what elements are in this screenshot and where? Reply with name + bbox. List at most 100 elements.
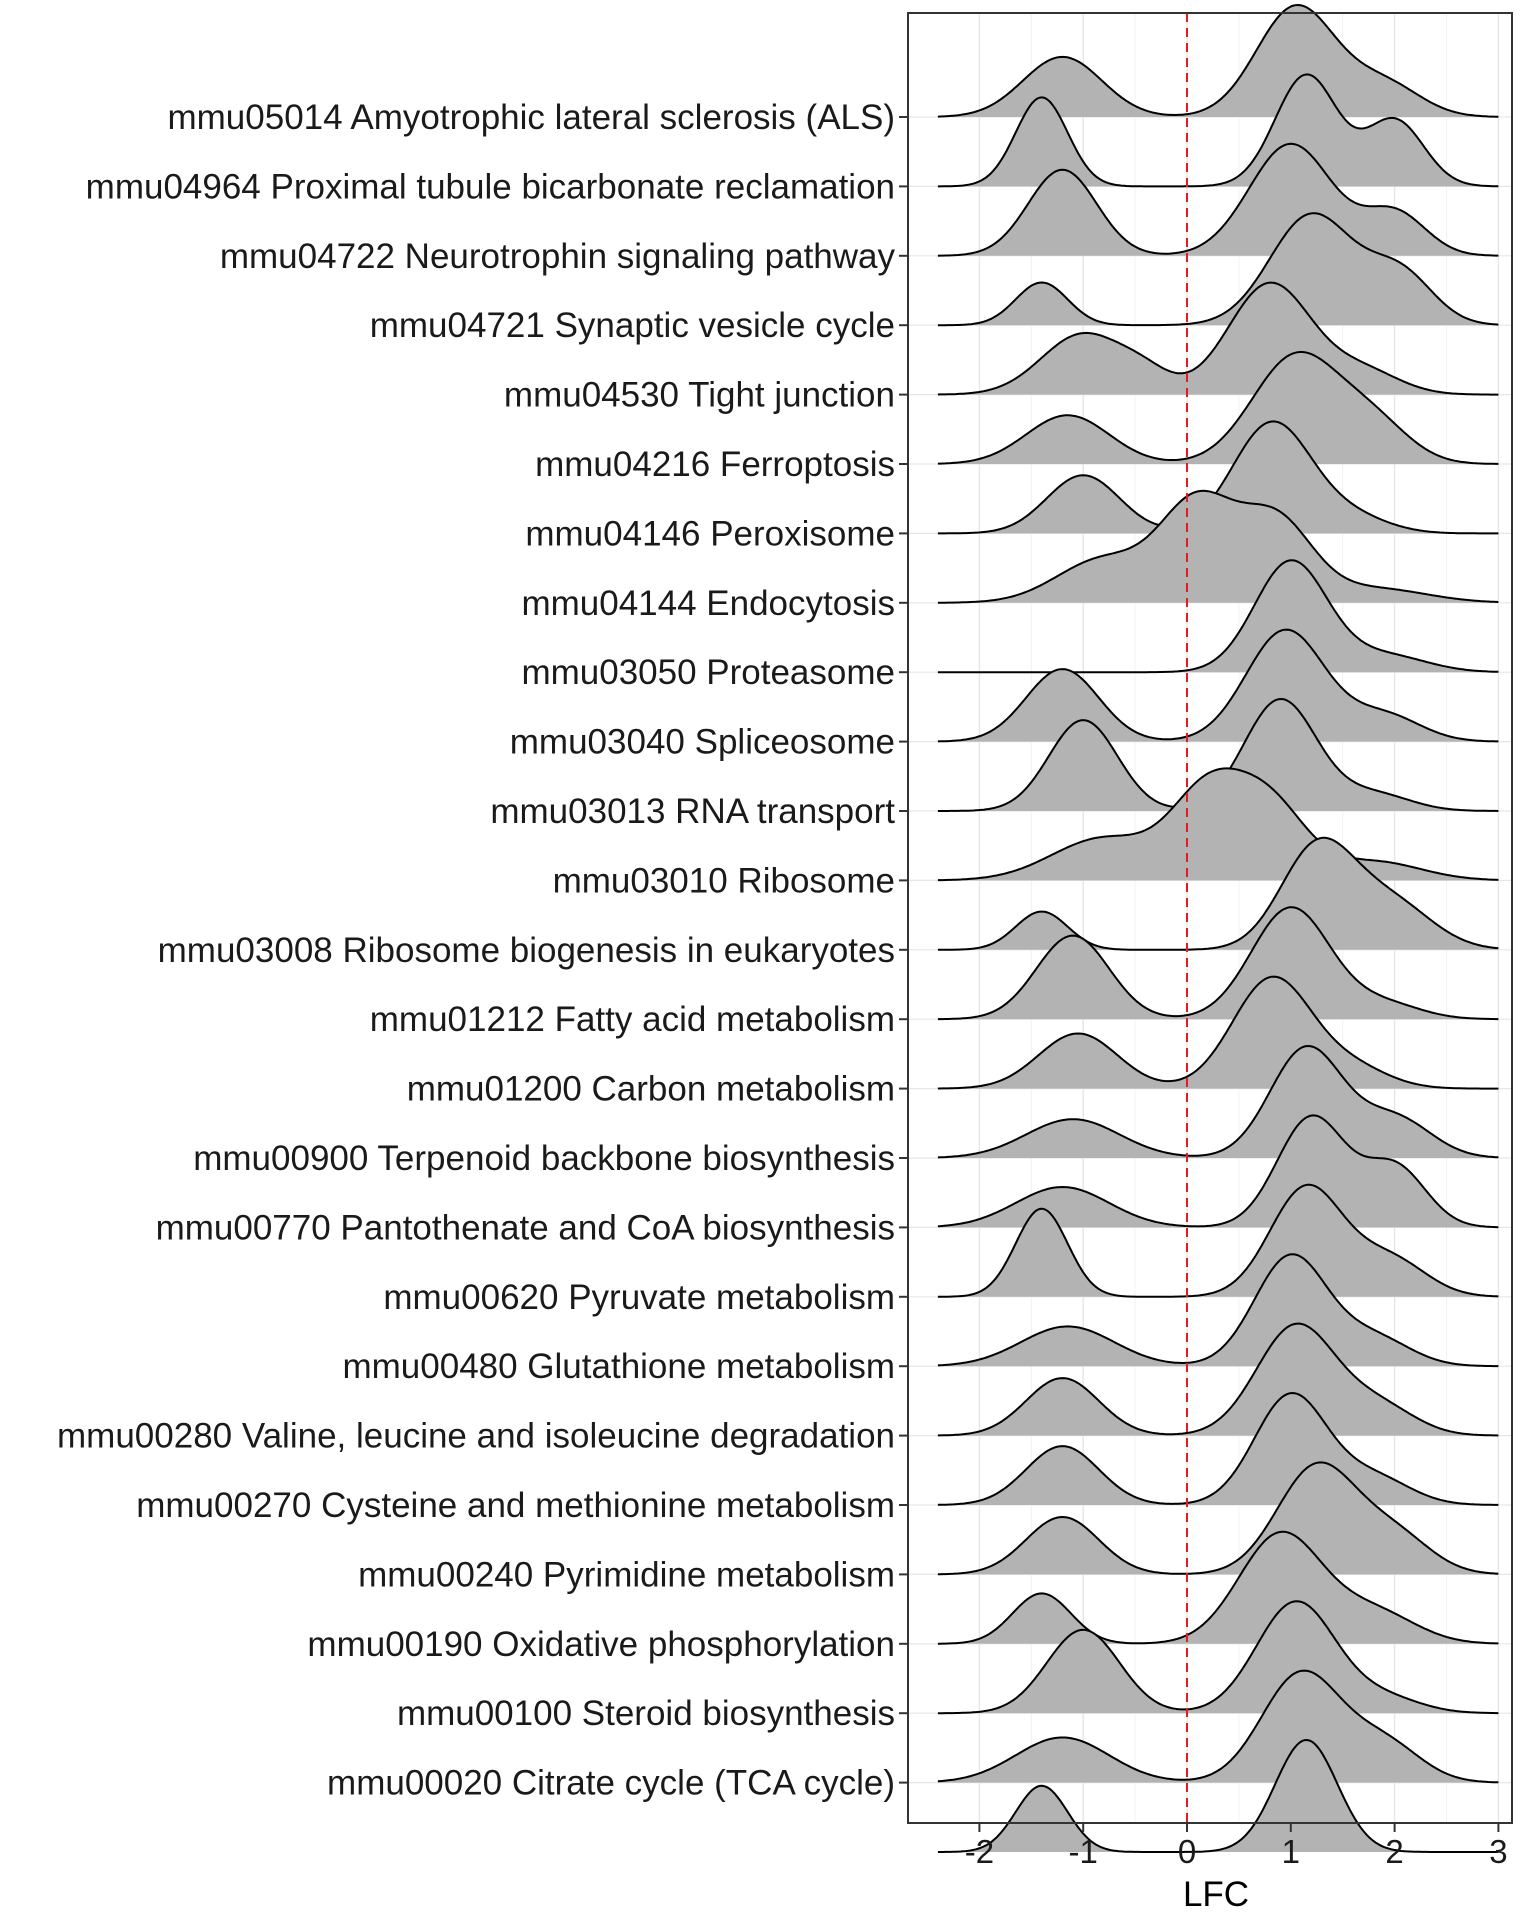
ridge-line xyxy=(937,1530,1499,1645)
ridge-fill xyxy=(937,837,1499,950)
y-tick-label: mmu00190 Oxidative phosphorylation xyxy=(307,1625,895,1664)
y-tick-label: mmu03050 Proteasome xyxy=(521,653,895,692)
ridge-11 xyxy=(937,767,1499,882)
x-tick-label: 1 xyxy=(1282,1833,1300,1870)
ridge-line xyxy=(937,212,1499,327)
y-tick-label: mmu03040 Spliceosome xyxy=(510,723,895,762)
ridge-line xyxy=(937,1669,1499,1784)
ridge-fill xyxy=(937,1254,1499,1367)
ridge-22 xyxy=(937,1530,1499,1645)
ridge-line xyxy=(937,3,1499,118)
y-tick-label: mmu04530 Tight junction xyxy=(504,376,895,415)
ridge-line xyxy=(937,628,1499,743)
ridge-19 xyxy=(937,1322,1499,1437)
ridge-fill xyxy=(937,1531,1499,1644)
ridge-line xyxy=(937,836,1499,951)
ridge-fill xyxy=(937,907,1499,1020)
y-tick-label: mmu01200 Carbon metabolism xyxy=(407,1070,895,1109)
ridge-line xyxy=(937,1738,1499,1853)
ridge-fill xyxy=(937,1323,1499,1436)
ridge-fill xyxy=(937,699,1499,811)
ridge-line xyxy=(937,420,1499,535)
x-axis-title: LFC xyxy=(1183,1875,1249,1914)
y-tick-label: mmu01212 Fatty acid metabolism xyxy=(370,1000,895,1039)
ridge-14 xyxy=(937,975,1499,1090)
ridge-line xyxy=(937,1183,1499,1298)
y-tick-label: mmu04146 Peroxisome xyxy=(525,514,895,553)
y-tick-label: mmu03008 Ribosome biogenesis in eukaryot… xyxy=(158,931,895,970)
ridge-fill xyxy=(937,976,1499,1089)
ridge-layer xyxy=(937,3,1499,1853)
x-tick-label: -2 xyxy=(965,1833,994,1870)
x-tick-label: -1 xyxy=(1069,1833,1098,1870)
ridge-6 xyxy=(937,420,1499,535)
y-tick-label: mmu04216 Ferroptosis xyxy=(535,445,895,484)
y-tick-label: mmu00240 Pyrimidine metabolism xyxy=(358,1555,895,1594)
ridge-line xyxy=(937,142,1499,257)
y-tick-label: mmu05014 Amyotrophic lateral sclerosis (… xyxy=(167,98,895,137)
ridge-fill xyxy=(937,213,1499,326)
y-tick-label: mmu00480 Glutathione metabolism xyxy=(342,1347,895,1386)
ridge-line xyxy=(937,281,1499,396)
ridge-fill xyxy=(937,421,1499,534)
ridge-7 xyxy=(937,489,1499,604)
y-tick-label: mmu04721 Synaptic vesicle cycle xyxy=(370,306,895,345)
ridge-fill xyxy=(937,1601,1499,1714)
y-tick-label: mmu00770 Pantothenate and CoA biosynthes… xyxy=(156,1208,895,1247)
ridge-fill xyxy=(937,1393,1499,1505)
ridge-fill xyxy=(937,629,1499,742)
ridge-4 xyxy=(937,281,1499,396)
ridge-fill xyxy=(937,282,1499,395)
ridge-9 xyxy=(937,628,1499,743)
y-tick-label: mmu00020 Citrate cycle (TCA cycle) xyxy=(327,1764,895,1803)
ridge-line xyxy=(937,767,1499,882)
ridge-line xyxy=(937,975,1499,1090)
y-tick-label: mmu00900 Terpenoid backbone biosynthesis xyxy=(193,1139,895,1178)
ridge-20 xyxy=(937,1391,1499,1506)
ridge-fill xyxy=(937,1184,1499,1297)
y-tick-label: mmu00270 Cysteine and methionine metabol… xyxy=(136,1486,895,1525)
ridge-line xyxy=(937,1253,1499,1368)
ridge-13 xyxy=(937,906,1499,1021)
ridge-17 xyxy=(937,1183,1499,1298)
ridge-line xyxy=(937,1600,1499,1715)
ridge-line xyxy=(937,351,1499,465)
ridge-line xyxy=(937,489,1499,604)
y-tick-label: mmu04144 Endocytosis xyxy=(521,584,895,623)
ridge-line xyxy=(937,1322,1499,1437)
ridge-line xyxy=(937,1114,1499,1229)
ridge-fill xyxy=(937,1115,1499,1228)
x-axis-ticks: -2 -1 0 1 2 3 xyxy=(965,1823,1508,1870)
ridge-fill xyxy=(937,1046,1499,1158)
x-tick-label: 2 xyxy=(1385,1833,1403,1870)
y-tick-label: mmu03010 Ribosome xyxy=(553,861,895,900)
ridge-fill xyxy=(937,74,1499,187)
ridge-1 xyxy=(937,73,1499,188)
ridge-line xyxy=(937,1044,1499,1159)
panel-border xyxy=(907,12,1513,1824)
y-axis-labels: mmu05014 Amyotrophic lateral sclerosis (… xyxy=(57,98,908,1803)
ridge-fill xyxy=(937,143,1499,256)
ridge-21 xyxy=(937,1461,1499,1576)
ridge-fill xyxy=(937,768,1499,881)
ridge-23 xyxy=(937,1600,1499,1715)
ridge-0 xyxy=(937,3,1499,118)
ridge-line xyxy=(937,559,1499,674)
ridge-fill xyxy=(937,560,1499,673)
ridge-5 xyxy=(937,351,1499,465)
ridge-line xyxy=(937,906,1499,1021)
y-tick-label: mmu04964 Proximal tubule bicarbonate rec… xyxy=(86,167,895,206)
ridge-fill xyxy=(937,1670,1499,1783)
ridge-fill xyxy=(937,490,1499,603)
ridge-line xyxy=(937,73,1499,188)
ridge-line xyxy=(937,1391,1499,1506)
y-tick-label: mmu03013 RNA transport xyxy=(490,792,895,831)
ridge-8 xyxy=(937,559,1499,674)
y-tick-label: mmu00100 Steroid biosynthesis xyxy=(397,1694,895,1733)
y-tick-label: mmu00280 Valine, leucine and isoleucine … xyxy=(57,1417,895,1456)
ridge-25 xyxy=(937,1738,1499,1853)
x-tick-label: 3 xyxy=(1489,1833,1507,1870)
ridge-12 xyxy=(937,836,1499,951)
ridge-18 xyxy=(937,1253,1499,1368)
